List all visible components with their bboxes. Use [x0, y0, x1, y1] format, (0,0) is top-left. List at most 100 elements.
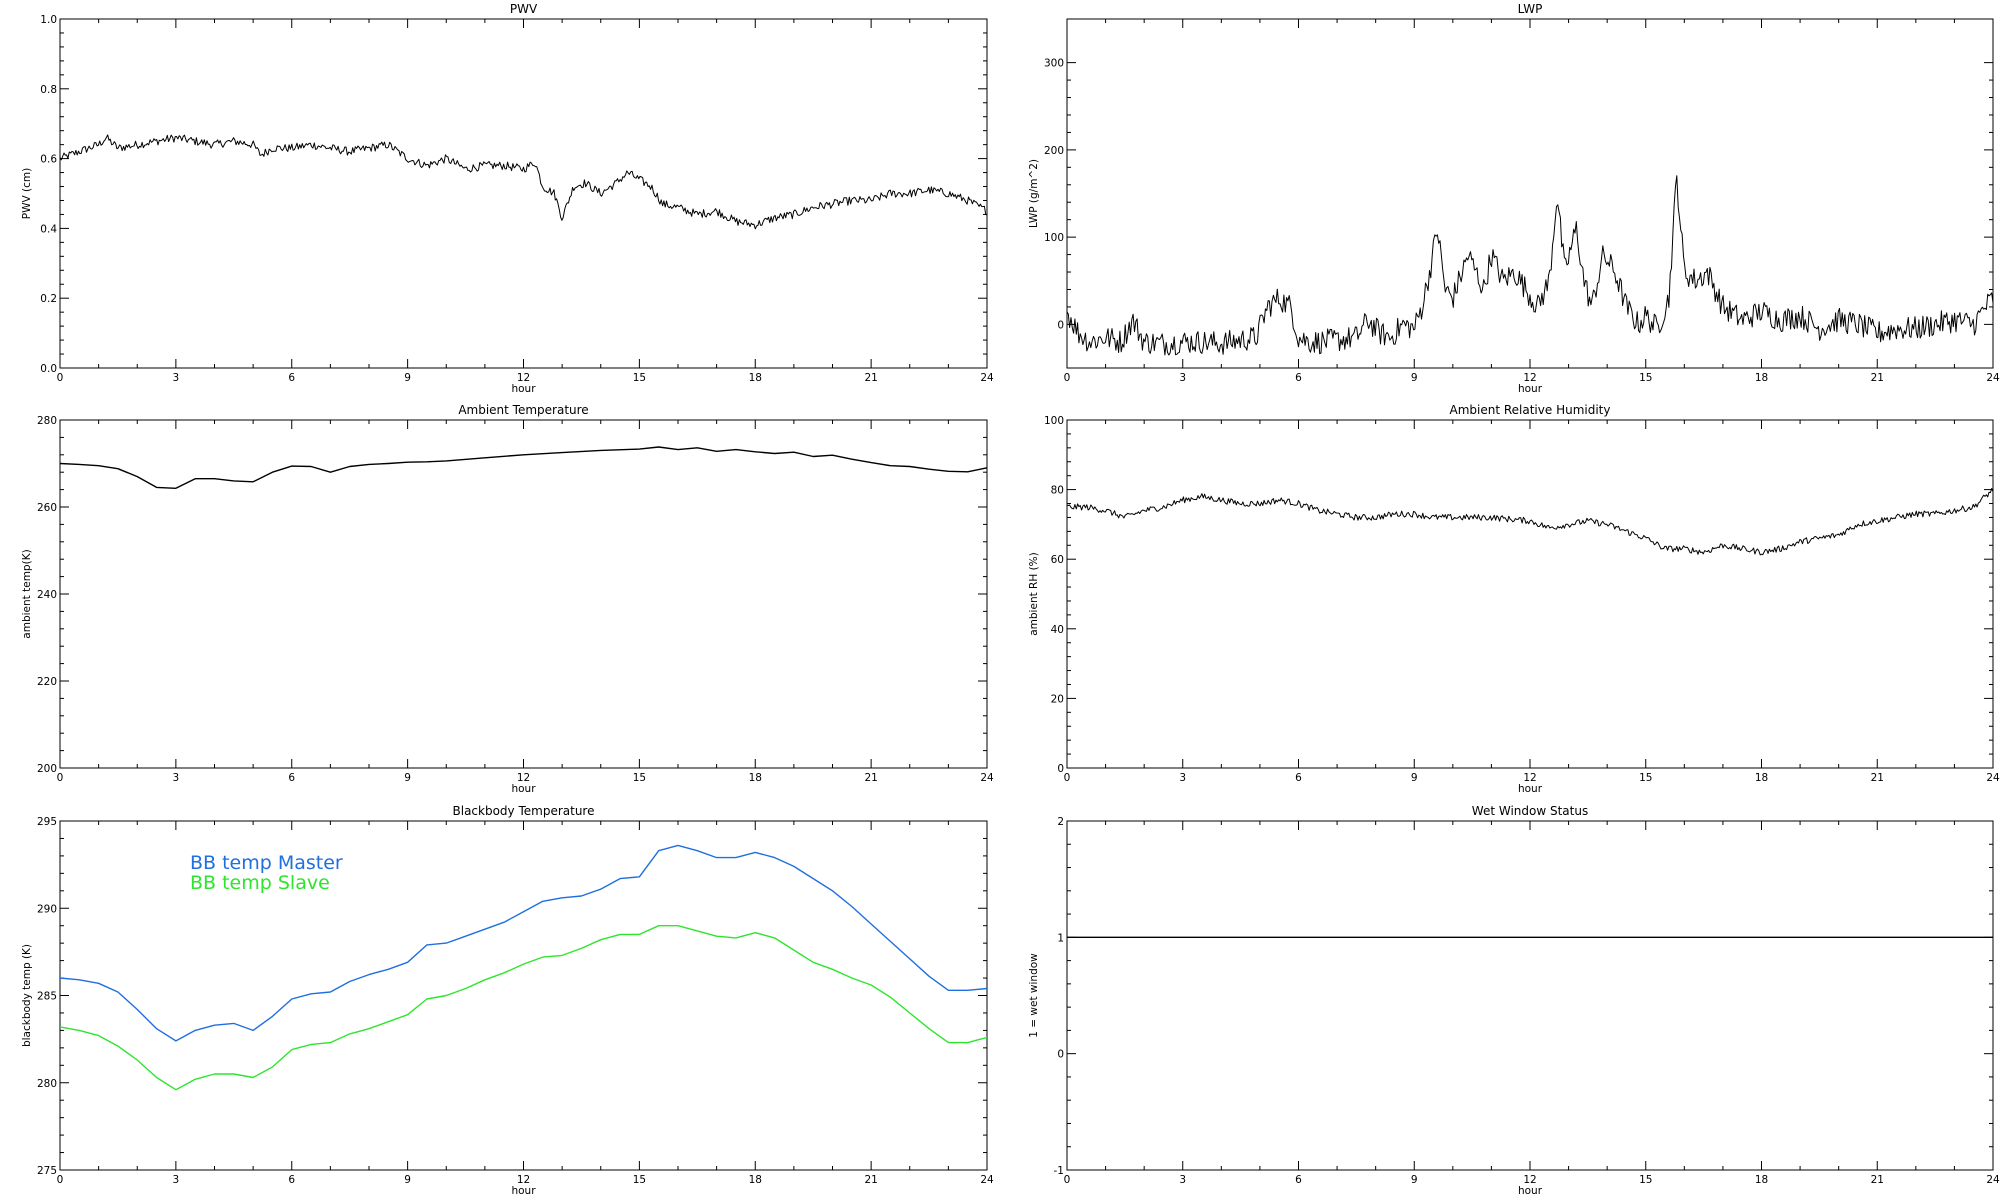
y-tick-label: 0 [1057, 1049, 1064, 1061]
x-tick-label: 12 [1523, 772, 1536, 784]
y-tick-label: 2 [1057, 816, 1064, 828]
y-tick-label: 220 [37, 676, 57, 688]
y-tick-label: 0.4 [40, 223, 57, 235]
y-tick-label: 295 [37, 816, 57, 828]
x-tick-label: 15 [1639, 1174, 1652, 1186]
y-tick-label: 240 [37, 589, 57, 601]
chart-panel-3: Ambient Relative Humidity 0 3 6 9 12 15 18 21 24 h… [1028, 403, 2000, 795]
x-tick-label: 15 [633, 772, 646, 784]
chart-panel-2: Ambient Temperature 0 3 6 9 12 15 18 21 24 hour 200… [21, 403, 994, 795]
series-line-1 [59, 925, 988, 1091]
chart-panel-0: PWV 0 3 6 9 12 15 18 21 24 hour 0.0 0.2 0.4 0.6 0.8 1.0 P… [21, 2, 994, 395]
y-axis-label: PWV (cm) [21, 168, 33, 219]
y-axis-label: ambient temp(K) [21, 549, 33, 638]
x-tick-label: 21 [1871, 372, 1884, 384]
y-tick-label: 20 [1051, 693, 1064, 705]
x-tick-label: 12 [517, 1174, 530, 1186]
y-tick-label: 290 [37, 903, 57, 915]
x-tick-label: 21 [1871, 772, 1884, 784]
x-tick-label: 9 [404, 772, 411, 784]
chart-title: PWV [510, 2, 538, 16]
x-tick-label: 21 [1871, 1174, 1884, 1186]
x-axis-label: hour [1518, 783, 1543, 795]
x-tick-label: 24 [980, 372, 994, 384]
chart-title: Wet Window Status [1472, 804, 1588, 818]
chart-title: LWP [1518, 2, 1543, 16]
x-tick-label: 24 [1986, 1174, 2000, 1186]
y-tick-label: 1 [1057, 932, 1064, 944]
y-tick-label: 1.0 [40, 14, 57, 26]
x-tick-label: 3 [173, 772, 180, 784]
x-tick-label: 12 [517, 372, 530, 384]
legend-entry: BB temp Slave [190, 872, 330, 894]
y-tick-label: 300 [1044, 58, 1064, 70]
series-line-0 [59, 844, 988, 1042]
y-tick-label: 285 [37, 991, 57, 1003]
legend-entry: BB temp Master [190, 852, 343, 874]
x-tick-label: 6 [288, 772, 295, 784]
y-axis-label: ambient RH (%) [1028, 552, 1040, 636]
x-tick-label: 0 [1064, 1174, 1071, 1186]
chart-panel-4: Blackbody Temperature 0 3 6 9 12 15 18 21 24 hour 2… [21, 804, 994, 1197]
plot-frame [1066, 419, 1994, 769]
y-tick-label: 0.2 [40, 293, 57, 305]
x-tick-label: 24 [1986, 372, 2000, 384]
y-tick-label: 200 [37, 763, 57, 775]
x-tick-label: 6 [1295, 372, 1302, 384]
x-tick-label: 18 [1755, 1174, 1768, 1186]
x-tick-label: 15 [1639, 772, 1652, 784]
y-tick-label: 0.8 [40, 84, 57, 96]
y-axis-label: LWP (g/m^2) [1028, 159, 1040, 228]
x-tick-label: 12 [1523, 372, 1536, 384]
x-tick-label: 3 [1179, 372, 1186, 384]
x-tick-label: 9 [1411, 372, 1418, 384]
x-tick-label: 18 [1755, 372, 1768, 384]
x-axis-label: hour [1518, 383, 1543, 395]
x-axis-label: hour [511, 1185, 536, 1197]
x-tick-label: 9 [1411, 772, 1418, 784]
x-axis-label: hour [511, 383, 536, 395]
chart-title: Ambient Temperature [458, 403, 588, 417]
y-tick-label: 0 [1057, 319, 1064, 331]
x-axis-label: hour [1518, 1185, 1543, 1197]
x-tick-label: 6 [288, 372, 295, 384]
x-tick-label: 9 [404, 1174, 411, 1186]
x-tick-label: 24 [1986, 772, 2000, 784]
x-tick-label: 15 [633, 372, 646, 384]
plot-frame [1066, 820, 1994, 1171]
y-tick-label: 280 [37, 1078, 57, 1090]
x-tick-label: 24 [980, 772, 994, 784]
y-tick-label: 100 [1044, 415, 1064, 427]
y-tick-label: 200 [1044, 145, 1064, 157]
y-axis-label: 1 = wet window [1028, 953, 1040, 1038]
y-tick-label: 80 [1051, 485, 1064, 497]
x-tick-label: 21 [864, 372, 877, 384]
y-tick-label: -1 [1054, 1165, 1064, 1177]
y-tick-label: 260 [37, 502, 57, 514]
y-tick-label: 0.0 [40, 363, 57, 375]
x-tick-label: 12 [1523, 1174, 1536, 1186]
y-tick-label: 280 [37, 415, 57, 427]
x-tick-label: 18 [1755, 772, 1768, 784]
x-tick-label: 21 [864, 1174, 877, 1186]
x-tick-label: 0 [57, 1174, 64, 1186]
series-line-0 [59, 134, 988, 230]
x-tick-label: 15 [633, 1174, 646, 1186]
x-axis-label: hour [511, 783, 536, 795]
series-line-0 [1066, 175, 1994, 356]
chart-title: Ambient Relative Humidity [1450, 403, 1611, 417]
x-tick-label: 18 [749, 772, 762, 784]
x-tick-label: 0 [57, 772, 64, 784]
x-tick-label: 24 [980, 1174, 994, 1186]
x-tick-label: 3 [1179, 1174, 1186, 1186]
series-line-0 [59, 446, 988, 489]
x-tick-label: 0 [1064, 372, 1071, 384]
x-tick-label: 9 [404, 372, 411, 384]
y-tick-label: 40 [1051, 624, 1064, 636]
x-tick-label: 6 [1295, 772, 1302, 784]
y-tick-label: 0.6 [40, 154, 57, 166]
chart-title: Blackbody Temperature [453, 804, 595, 818]
y-tick-label: 0 [1057, 763, 1064, 775]
y-axis-label: blackbody temp (K) [21, 944, 33, 1047]
